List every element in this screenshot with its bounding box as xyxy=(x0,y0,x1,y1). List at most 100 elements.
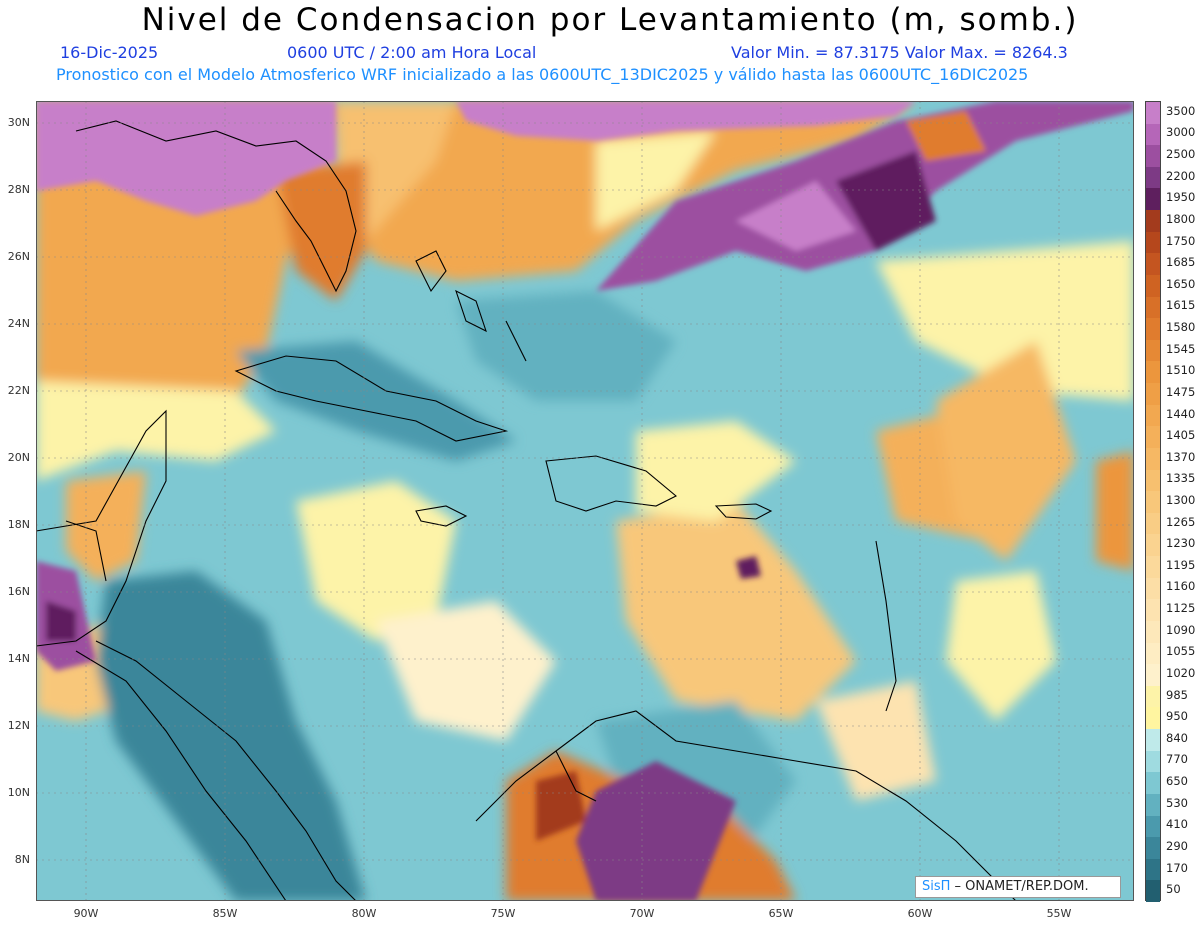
colorbar-segment xyxy=(1146,253,1160,276)
lat-label: 30N xyxy=(7,116,30,129)
colorbar-segment xyxy=(1146,815,1160,838)
map-title: Nivel de Condensacion por Levantamiento … xyxy=(141,2,1079,38)
lat-label: 26N xyxy=(7,250,30,263)
colorbar-segment xyxy=(1146,707,1160,730)
lat-label: 12N xyxy=(7,719,30,732)
colorbar-label: 1510 xyxy=(1166,363,1196,378)
lat-label: 16N xyxy=(7,585,30,598)
colorbar-label: 3000 xyxy=(1166,125,1196,140)
colorbar-segment xyxy=(1146,620,1160,644)
lon-label: 90W xyxy=(73,907,99,920)
colorbar-segment xyxy=(1146,231,1160,254)
colorbar-label: 1160 xyxy=(1166,579,1196,594)
colorbar-segment xyxy=(1146,166,1160,189)
colorbar-label: 1055 xyxy=(1166,644,1196,659)
colorbar-segment xyxy=(1146,534,1160,557)
colorbar-segment xyxy=(1146,318,1160,341)
forecast-time: 0600 UTC / 2:00 am Hora Local xyxy=(287,43,537,62)
colorbar-label: 50 xyxy=(1166,882,1181,897)
colorbar-segment xyxy=(1146,274,1160,298)
colorbar-label: 1750 xyxy=(1166,233,1196,248)
lon-label: 60W xyxy=(907,907,933,920)
colorbar-segment xyxy=(1146,469,1160,492)
colorbar-label: 410 xyxy=(1166,817,1188,832)
lat-label: 22N xyxy=(7,384,30,397)
model-info: Pronostico con el Modelo Atmosferico WRF… xyxy=(56,65,1029,84)
colorbar-label: 1950 xyxy=(1166,190,1196,205)
lat-label: 18N xyxy=(7,518,30,531)
colorbar-segment xyxy=(1146,729,1160,752)
colorbar-segment xyxy=(1146,837,1160,860)
colorbar-segment xyxy=(1146,188,1160,211)
lon-label: 65W xyxy=(768,907,794,920)
colorbar-segment xyxy=(1146,880,1160,903)
colorbar-label: 1800 xyxy=(1166,211,1196,226)
colorbar-segment xyxy=(1146,447,1160,471)
colorbar-label: 1475 xyxy=(1166,384,1196,399)
colorbar-segment xyxy=(1146,577,1160,600)
colorbar-segment xyxy=(1146,491,1160,514)
coastlines xyxy=(36,120,1017,901)
map-canvas xyxy=(36,101,1134,901)
brand-box: SisΠ – ONAMET/REP.DOM. xyxy=(915,876,1121,898)
colorbar-label: 290 xyxy=(1166,838,1188,853)
colorbar-segment xyxy=(1146,361,1160,384)
colorbar-label: 1020 xyxy=(1166,665,1196,680)
colorbar-label: 1615 xyxy=(1166,298,1196,313)
colorbar-segment xyxy=(1146,685,1160,708)
lat-label: 14N xyxy=(7,652,30,665)
colorbar-segment xyxy=(1146,750,1160,773)
lon-label: 80W xyxy=(351,907,377,920)
colorbar-label: 1195 xyxy=(1166,557,1196,572)
graticule xyxy=(36,101,1134,901)
colorbar-label: 3500 xyxy=(1166,103,1196,118)
colorbar-segment xyxy=(1146,210,1160,233)
colorbar-segment xyxy=(1146,145,1160,168)
colorbar-label: 1370 xyxy=(1166,449,1196,464)
colorbar-segment xyxy=(1146,772,1160,795)
colorbar-segment xyxy=(1146,426,1160,449)
colorbar-label: 770 xyxy=(1166,752,1188,767)
colorbar-segment xyxy=(1146,296,1160,319)
colorbar-label: 1685 xyxy=(1166,255,1196,270)
lon-label: 55W xyxy=(1046,907,1072,920)
lon-label: 85W xyxy=(212,907,238,920)
colorbar xyxy=(1145,101,1161,903)
colorbar-label: 650 xyxy=(1166,774,1188,789)
colorbar-label: 1440 xyxy=(1166,406,1196,421)
colorbar-label: 950 xyxy=(1166,709,1188,724)
map-panel xyxy=(36,101,1134,901)
colorbar-label: 840 xyxy=(1166,730,1188,745)
lat-label: 28N xyxy=(7,183,30,196)
colorbar-segment xyxy=(1146,664,1160,687)
colorbar-label: 985 xyxy=(1166,687,1188,702)
lcl-field-shading xyxy=(36,101,1134,901)
colorbar-segment xyxy=(1146,102,1160,125)
colorbar-segment xyxy=(1146,556,1160,579)
sispi-logo: SisΠ xyxy=(922,879,951,894)
colorbar-segment xyxy=(1146,123,1160,146)
colorbar-label: 1650 xyxy=(1166,276,1196,291)
colorbar-segment xyxy=(1146,339,1160,362)
lcl-high-regions xyxy=(36,101,1134,901)
lat-label: 20N xyxy=(7,451,30,464)
colorbar-segment xyxy=(1146,642,1160,665)
lat-label: 24N xyxy=(7,317,30,330)
brand-text: – ONAMET/REP.DOM. xyxy=(950,879,1089,894)
colorbar-segment xyxy=(1146,858,1160,881)
min-max-values: Valor Min. = 87.3175 Valor Max. = 8264.3 xyxy=(731,43,1068,62)
colorbar-segment xyxy=(1146,512,1160,535)
colorbar-segment xyxy=(1146,404,1160,427)
colorbar-segment xyxy=(1146,383,1160,406)
colorbar-label: 1090 xyxy=(1166,622,1196,637)
lon-label: 75W xyxy=(490,907,516,920)
colorbar-label: 1335 xyxy=(1166,471,1196,486)
colorbar-segment xyxy=(1146,599,1160,622)
colorbar-label: 1265 xyxy=(1166,514,1196,529)
colorbar-label: 1545 xyxy=(1166,341,1196,356)
colorbar-label: 2200 xyxy=(1166,168,1196,183)
colorbar-label: 2500 xyxy=(1166,147,1196,162)
colorbar-label: 1125 xyxy=(1166,601,1196,616)
lat-label: 8N xyxy=(14,853,30,866)
colorbar-label: 170 xyxy=(1166,860,1188,875)
